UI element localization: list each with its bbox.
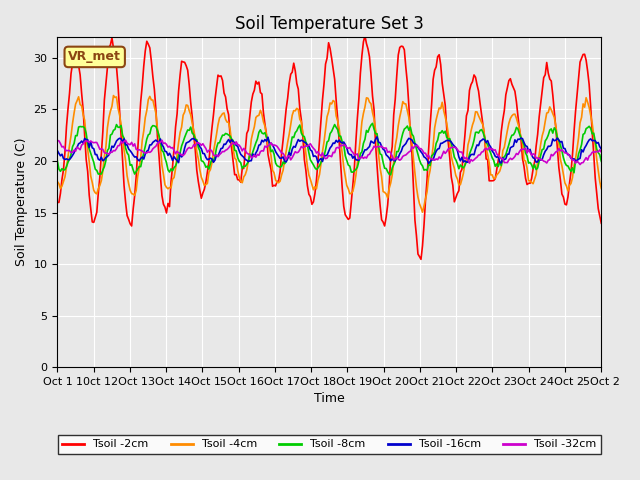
Line: Tsoil -32cm: Tsoil -32cm [58,140,601,165]
Line: Tsoil -2cm: Tsoil -2cm [58,36,601,259]
Tsoil -2cm [570,129,578,135]
Text: VR_met: VR_met [68,50,121,63]
Tsoil -2cm [216,73,223,79]
Tsoil -16cm [243,157,251,163]
Tsoil -8cm [597,158,605,164]
Tsoil -32cm [569,157,577,163]
Tsoil -2cm [120,183,128,189]
Tsoil -32cm [597,149,605,155]
Tsoil -16cm [120,136,128,142]
Tsoil -2cm [243,131,251,136]
Tsoil -2cm [361,33,369,39]
Tsoil -16cm [597,146,605,152]
Tsoil -32cm [54,137,61,143]
X-axis label: Time: Time [314,392,345,405]
Tsoil -8cm [243,161,251,167]
Tsoil -32cm [122,137,129,143]
Title: Soil Temperature Set 3: Soil Temperature Set 3 [235,15,424,33]
Tsoil -2cm [417,256,425,262]
Tsoil -4cm [122,158,129,164]
Tsoil -2cm [234,177,241,182]
Tsoil -16cm [291,144,299,150]
Tsoil -16cm [570,156,578,162]
Tsoil -32cm [120,139,128,144]
Tsoil -16cm [234,144,241,149]
Tsoil -2cm [597,220,605,226]
Line: Tsoil -8cm: Tsoil -8cm [58,123,601,175]
Tsoil -16cm [425,161,433,167]
Line: Tsoil -4cm: Tsoil -4cm [58,96,601,212]
Tsoil -8cm [387,172,394,178]
Tsoil -4cm [217,113,225,119]
Tsoil -8cm [291,130,299,135]
Tsoil -4cm [597,186,605,192]
Tsoil -32cm [217,150,225,156]
Tsoil -32cm [244,151,252,157]
Tsoil -8cm [570,170,578,176]
Tsoil -4cm [236,174,243,180]
Line: Tsoil -16cm: Tsoil -16cm [58,137,601,164]
Tsoil -4cm [244,158,252,164]
Tsoil -8cm [369,120,376,126]
Tsoil -4cm [109,93,117,98]
Tsoil -2cm [54,199,61,205]
Tsoil -16cm [54,148,61,154]
Tsoil -16cm [373,134,381,140]
Y-axis label: Soil Temperature (C): Soil Temperature (C) [15,138,28,266]
Tsoil -8cm [120,135,128,141]
Tsoil -2cm [291,68,299,74]
Tsoil -4cm [419,209,426,215]
Tsoil -4cm [570,163,578,168]
Tsoil -8cm [54,158,61,164]
Tsoil -4cm [54,179,61,184]
Legend: Tsoil -2cm, Tsoil -4cm, Tsoil -8cm, Tsoil -16cm, Tsoil -32cm: Tsoil -2cm, Tsoil -4cm, Tsoil -8cm, Tsoi… [58,435,601,454]
Tsoil -8cm [216,140,223,145]
Tsoil -8cm [234,155,241,160]
Tsoil -16cm [216,149,223,155]
Tsoil -32cm [236,142,243,148]
Tsoil -32cm [293,150,301,156]
Tsoil -4cm [293,106,301,111]
Tsoil -32cm [576,162,584,168]
